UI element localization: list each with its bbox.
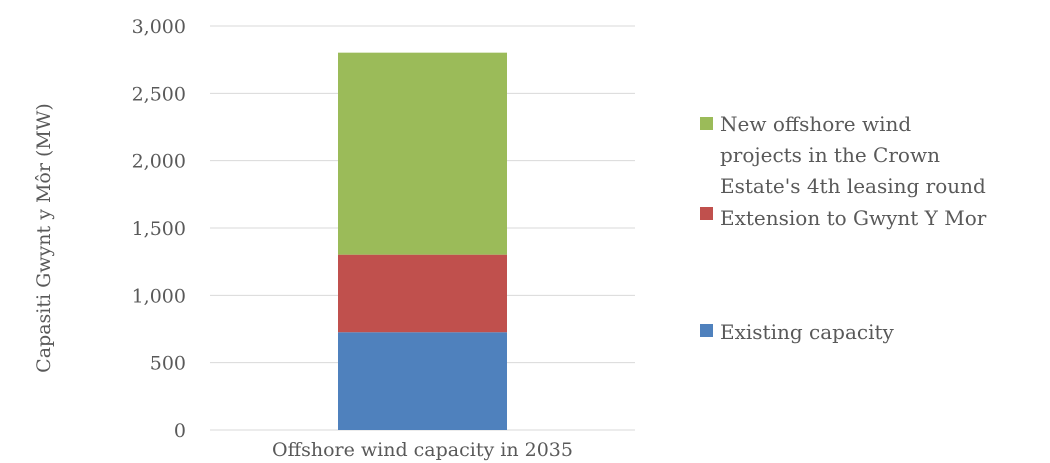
y-tick-label: 2,500 [132, 83, 186, 105]
bar-segment-series-2 [338, 52, 507, 255]
bar-segment-series-1 [338, 254, 507, 333]
y-tick-label: 0 [174, 420, 186, 442]
y-tick-label: 3,000 [132, 16, 186, 38]
legend-swatch [700, 324, 713, 337]
x-category-label: Offshore wind capacity in 2035 [272, 439, 573, 461]
y-tick-label: 1,500 [132, 218, 186, 240]
legend-label: Estate's 4th leasing round [720, 174, 986, 198]
legend-item: New offshore wind projects in the Crown Es… [700, 112, 986, 198]
y-axis-title: Capasiti Gwynt y Môr (MW) [33, 103, 55, 373]
legend-item: Extension to Gwynt Y Mor [700, 206, 987, 230]
legend-swatch [700, 207, 713, 220]
legend-label: projects in the Crown [720, 143, 940, 167]
y-axis-ticks: 0 500 1,000 1,500 2,000 2,500 3,000 [132, 16, 186, 442]
x-axis-ticks: Offshore wind capacity in 2035 [272, 439, 573, 461]
legend-swatch [700, 117, 713, 130]
y-tick-label: 500 [150, 353, 186, 375]
bars [338, 52, 507, 430]
y-tick-label: 1,000 [132, 285, 186, 307]
legend-label: New offshore wind [720, 112, 911, 136]
bar-segment-series-0 [338, 332, 507, 430]
y-tick-label: 2,000 [132, 151, 186, 173]
legend-label: Extension to Gwynt Y Mor [720, 206, 987, 230]
legend: New offshore wind projects in the Crown Es… [700, 112, 987, 344]
legend-label: Existing capacity [720, 320, 895, 344]
legend-item: Existing capacity [700, 320, 895, 344]
